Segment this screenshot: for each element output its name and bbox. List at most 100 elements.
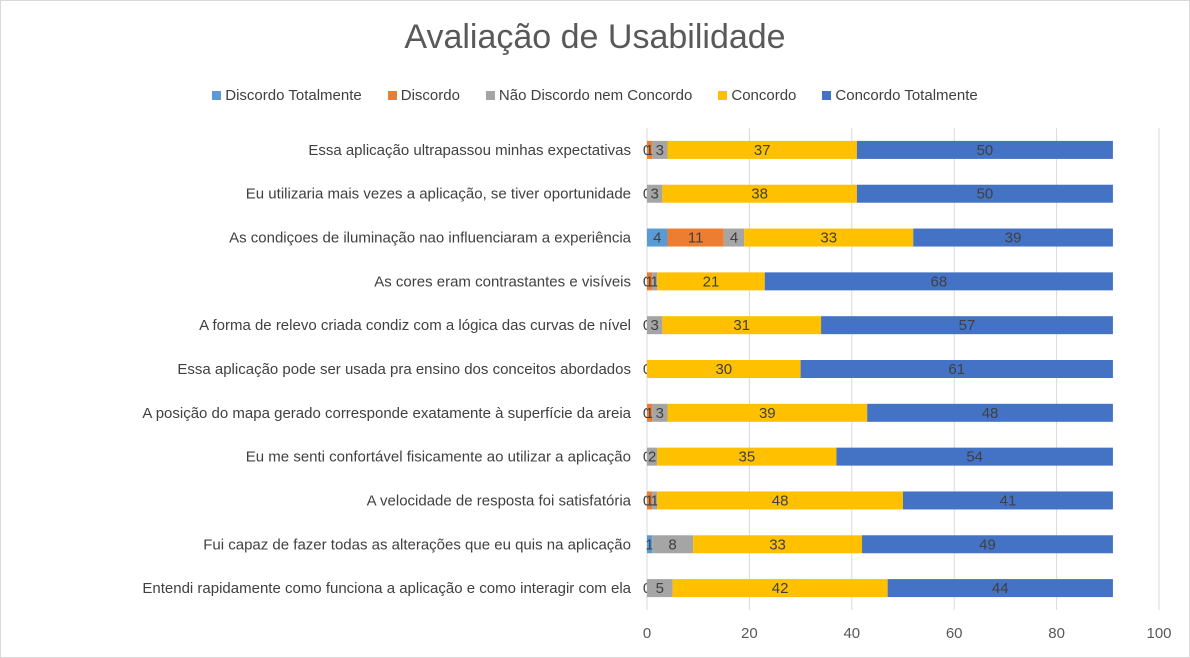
legend-swatch	[485, 91, 495, 100]
category-label: As condiçoes de iluminação nao influenci…	[229, 230, 632, 247]
bar-segment	[667, 228, 724, 247]
legend-item: Não Discordo nem Concordo	[485, 87, 693, 104]
bar-segment	[913, 228, 1113, 247]
data-label: 38	[751, 186, 768, 203]
data-label: 49	[979, 536, 996, 553]
category-label: Eu utilizaria mais vezes a aplicação, se…	[246, 186, 631, 203]
data-label: 61	[948, 361, 965, 378]
data-label: 33	[820, 230, 837, 247]
data-label: 21	[703, 273, 720, 290]
bar-segment	[647, 272, 653, 291]
bar-segment	[672, 579, 888, 598]
x-tick-label: 100	[1146, 625, 1171, 642]
data-label: 1	[645, 273, 653, 290]
x-tick-label: 60	[946, 625, 963, 642]
data-label: 5	[656, 580, 664, 597]
bar-segment	[723, 228, 745, 247]
legend-label: Concordo	[731, 87, 797, 104]
category-label: A posição do mapa gerado corresponde exa…	[142, 405, 631, 422]
legend-swatch	[822, 91, 832, 100]
bar-segment	[647, 360, 801, 378]
legend-label: Discordo Totalmente	[225, 87, 362, 104]
x-tick-label: 0	[643, 625, 651, 642]
bar-segment	[764, 272, 1113, 291]
x-tick-label: 20	[741, 625, 758, 642]
bar-segment	[887, 579, 1113, 598]
data-label: 2	[648, 449, 656, 466]
data-label: 1	[651, 492, 659, 509]
legend-item: Concordo Totalmente	[822, 87, 978, 104]
bar-segment	[657, 272, 765, 291]
category-label: Fui capaz de fazer todas as alterações q…	[203, 536, 631, 553]
x-tick-label: 40	[843, 625, 860, 642]
category-label: Eu me senti confortável fisicamente ao u…	[246, 449, 631, 466]
data-label: 44	[992, 580, 1009, 597]
data-label: 1	[651, 273, 659, 290]
bar-segment	[652, 491, 658, 510]
data-label: 41	[1000, 492, 1017, 509]
bar-segment	[647, 447, 658, 466]
data-label: 42	[772, 580, 789, 597]
bar-segment	[693, 535, 863, 554]
data-label: 11	[688, 230, 704, 247]
category-label: A forma de relevo criada condiz com a ló…	[199, 317, 631, 334]
data-label: 50	[977, 142, 994, 159]
data-label: 35	[738, 449, 755, 466]
bar-segment	[903, 491, 1113, 510]
legend-label: Concordo Totalmente	[835, 87, 978, 104]
bar-segment	[647, 491, 653, 510]
bar-segment	[856, 140, 1113, 159]
data-label: 3	[656, 142, 664, 159]
data-label: 48	[982, 405, 999, 422]
x-tick-label: 80	[1048, 625, 1065, 642]
bar-segment	[657, 447, 837, 466]
data-label: 68	[930, 273, 947, 290]
legend-item: Discordo	[387, 87, 460, 104]
bar-segment	[662, 184, 857, 203]
data-label: 39	[1005, 230, 1022, 247]
bar-segment	[867, 403, 1113, 422]
category-label: Essa aplicação pode ser usada pra ensino…	[177, 361, 631, 378]
bar-segment	[652, 403, 668, 422]
data-label: 50	[977, 186, 994, 203]
data-label: 48	[772, 492, 789, 509]
data-label: 39	[759, 405, 776, 422]
data-label: 3	[651, 186, 659, 203]
legend: Discordo Totalmente Discordo Não Discordo …	[0, 87, 1190, 104]
data-label: 33	[769, 536, 786, 553]
bar-segment	[821, 316, 1113, 335]
bar-segment	[652, 535, 694, 554]
legend-swatch	[212, 91, 222, 100]
bar-segment	[667, 140, 857, 159]
data-label: 54	[966, 449, 983, 466]
bar-segment	[652, 272, 658, 291]
category-label: Entendi rapidamente como funciona a apli…	[142, 580, 631, 597]
chart-title: Avaliação de Usabilidade	[404, 18, 786, 56]
legend-item: Concordo	[718, 87, 796, 104]
category-label: A velocidade de resposta foi satisfatóri…	[367, 492, 632, 509]
data-label: 4	[730, 230, 738, 247]
legend-item: Discordo Totalmente	[212, 87, 362, 104]
bar-segment	[836, 447, 1113, 466]
data-label: 8	[668, 536, 676, 553]
bar-segment	[647, 228, 668, 247]
bar-segment	[667, 403, 868, 422]
data-label: 57	[959, 317, 976, 334]
bar-segment	[647, 184, 663, 203]
data-label: 30	[715, 361, 732, 378]
data-label: 37	[754, 142, 771, 159]
legend-swatch	[387, 91, 397, 100]
data-label: 1	[645, 405, 653, 422]
bar-segment	[662, 316, 822, 335]
category-label: Essa aplicação ultrapassou minhas expect…	[308, 142, 631, 159]
bar-segment	[647, 316, 663, 335]
data-label: 31	[733, 317, 750, 334]
category-label: As cores eram contrastantes e visíveis	[374, 273, 631, 290]
legend-label: Não Discordo nem Concordo	[498, 87, 693, 104]
data-label: 1	[645, 492, 653, 509]
bar-segment	[657, 491, 903, 510]
legend-label: Discordo	[400, 87, 460, 104]
bar-segment	[647, 535, 653, 554]
legend-swatch	[718, 91, 728, 100]
